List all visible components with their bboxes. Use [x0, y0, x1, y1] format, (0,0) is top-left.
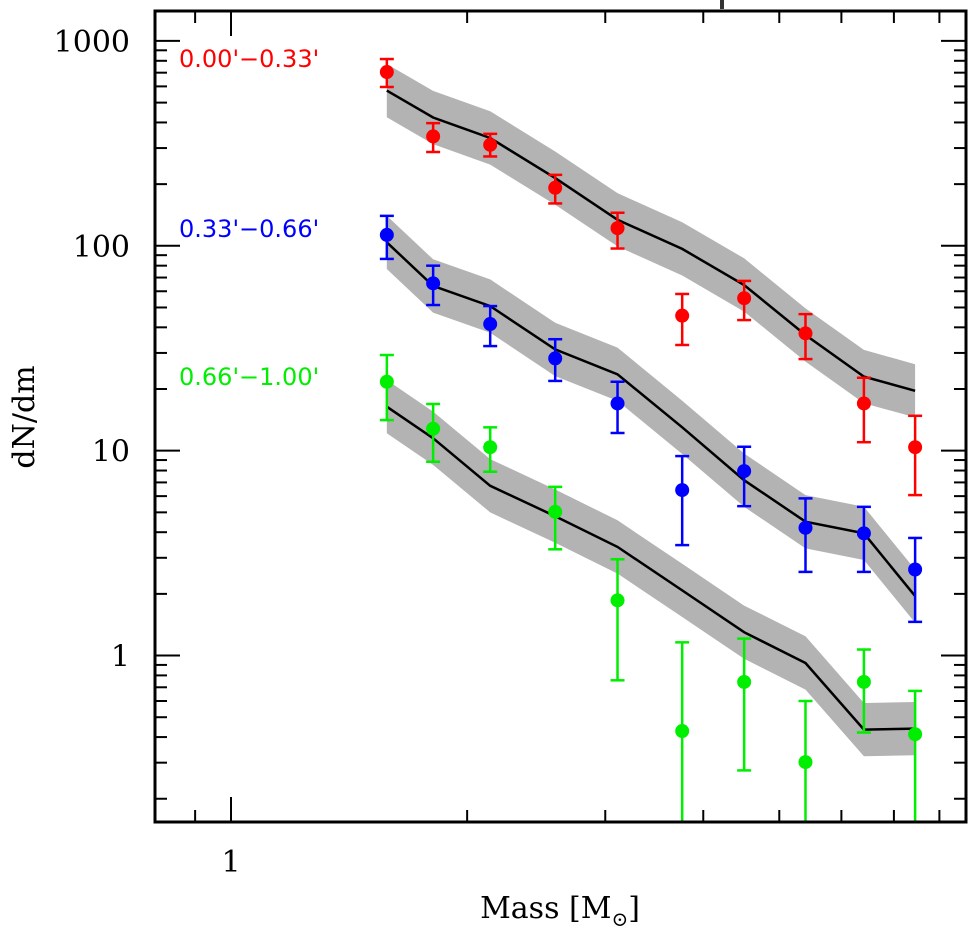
- model-bands: [386, 64, 916, 757]
- model-line-0: [386, 89, 916, 393]
- data-point-group: [798, 312, 813, 361]
- data-point: [483, 440, 498, 455]
- data-point-group: [426, 121, 441, 154]
- y-tick-label: 100: [73, 230, 130, 265]
- data-points: [379, 57, 923, 822]
- data-point-group: [426, 264, 441, 307]
- data-point-group: [548, 337, 563, 383]
- plot-frame: [153, 9, 968, 824]
- x-axis-title-close: ]: [628, 891, 640, 926]
- data-point-group: [737, 279, 752, 322]
- data-point: [426, 129, 441, 144]
- series-labels: 0.00'−0.33' 0.33'−0.66' 0.66'−1.00': [179, 45, 319, 391]
- data-point: [426, 421, 441, 436]
- data-point: [610, 221, 625, 236]
- data-point-group: [379, 214, 394, 261]
- data-point-group: [483, 132, 498, 158]
- data-point: [610, 396, 625, 411]
- data-point: [379, 374, 394, 389]
- y-axis-title: dN/dm: [7, 365, 42, 468]
- data-point-group: [798, 699, 813, 822]
- data-point-group: [675, 454, 690, 547]
- data-point: [798, 520, 813, 535]
- y-tick-label: 1000: [54, 25, 130, 60]
- data-point-group: [675, 292, 690, 347]
- y-tick-label: 1: [111, 640, 130, 675]
- x-axis-title-main: Mass [M: [480, 891, 611, 926]
- data-point: [908, 440, 923, 455]
- data-point-group: [856, 376, 871, 444]
- series-label-2: 0.66'−1.00': [179, 363, 319, 391]
- data-point-group: [610, 380, 625, 435]
- data-point: [675, 483, 690, 498]
- x-tick-label: 1: [221, 845, 240, 880]
- data-point: [856, 674, 871, 689]
- data-point-group: [610, 211, 625, 250]
- data-point: [856, 526, 871, 541]
- model-line-2: [386, 405, 916, 731]
- title-fragment: [720, 0, 724, 9]
- data-point: [798, 755, 813, 770]
- data-point: [798, 326, 813, 341]
- x-axis-title-sun-symbol: ⊙: [611, 907, 628, 931]
- data-point-group: [426, 402, 441, 463]
- model-lines: [385, 89, 917, 731]
- data-point: [483, 137, 498, 152]
- data-point-group: [610, 558, 625, 682]
- data-point-group: [675, 641, 690, 822]
- data-point: [548, 180, 563, 195]
- data-point: [548, 504, 563, 519]
- data-point-group: [908, 536, 923, 624]
- y-tick-label: 10: [92, 435, 130, 470]
- data-point-group: [379, 57, 394, 89]
- series-label-1: 0.33'−0.66': [179, 215, 319, 243]
- data-point-group: [737, 445, 752, 508]
- data-point-group: [483, 426, 498, 474]
- data-point-group: [548, 173, 563, 205]
- data-point: [675, 724, 690, 739]
- data-point-group: [908, 414, 923, 497]
- data-point: [908, 727, 923, 742]
- data-point: [737, 291, 752, 306]
- data-point: [856, 396, 871, 411]
- axes: 1 1 10 100 1000: [54, 9, 968, 880]
- model-line-1: [385, 241, 917, 597]
- data-point: [379, 227, 394, 242]
- data-point-group: [856, 648, 871, 734]
- data-point: [737, 464, 752, 479]
- data-point-group: [856, 505, 871, 574]
- data-point-group: [483, 304, 498, 348]
- data-point: [379, 65, 394, 80]
- data-point: [483, 317, 498, 332]
- data-point: [426, 276, 441, 291]
- data-point-group: [798, 497, 813, 574]
- data-point: [737, 674, 752, 689]
- data-point: [548, 351, 563, 366]
- data-point-group: [737, 637, 752, 772]
- model-band-1: [386, 215, 916, 623]
- series-label-0: 0.00'−0.33': [179, 45, 319, 73]
- data-point-group: [379, 353, 394, 422]
- data-point: [610, 593, 625, 608]
- data-point: [908, 562, 923, 577]
- model-band-0: [386, 64, 916, 418]
- x-axis-title: Mass [M⊙]: [480, 891, 640, 931]
- data-point: [675, 308, 690, 323]
- data-point-group: [548, 485, 563, 551]
- data-point-group: [908, 689, 923, 822]
